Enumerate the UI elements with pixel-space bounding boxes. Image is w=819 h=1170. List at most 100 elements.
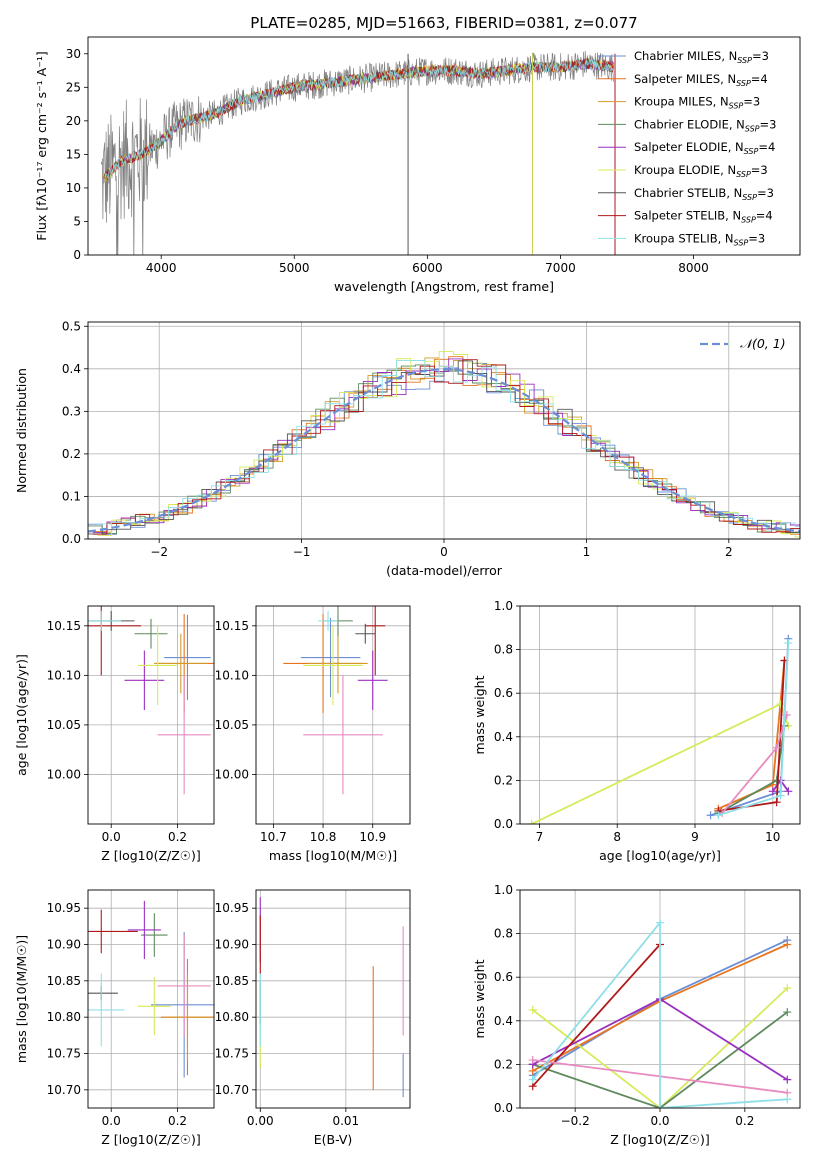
axes-frame [87,321,801,540]
x-tick-label: 0 [440,545,448,559]
y-tick-label: 10.15 [47,619,81,633]
massweight-point [706,811,715,820]
x-tick-label: 7 [536,830,544,844]
x-axis-label: E(B-V) [314,1132,353,1147]
massweight-point [784,787,793,796]
massweight-point [528,1056,537,1065]
legend-label: Salpeter STELIB, NSSP=4 [634,209,773,225]
legend-label: Kroupa MILES, NSSP=3 [634,95,760,111]
massweight-point [776,791,785,800]
y-axis-label: Flux [fλ10⁻¹⁷ erg cm⁻² s⁻¹ A⁻¹] [34,51,49,240]
massweight-point [528,1005,537,1014]
y-tick-label: 15 [66,147,81,161]
panel-spectrum: 4000 5000 6000 7000 8000 0 5 10 15 20 25 30 waveleng… [34,36,801,294]
panel-age-vs-Z: 0.0 0.2 10.00 10.05 10.10 10.15 Z [log10(Z/Z☉)… [14,605,215,863]
x-tick-label: 8 [613,830,621,844]
residual-histogram [97,360,800,531]
y-tick-label: 10.00 [47,767,81,781]
axes-frame [87,605,215,825]
legend-label: Salpeter ELODIE, NSSP=4 [634,140,775,156]
massweight-point [772,743,781,752]
y-tick-label: 0.6 [494,970,513,984]
massweight-line [532,920,788,1108]
panels: 4000 5000 6000 7000 8000051015202530waveleng… [14,36,801,1147]
y-tick-label: 10.70 [47,1083,81,1097]
y-tick-label: 0.0 [494,1101,513,1115]
axes-frame [255,605,411,825]
y-axis-label: mass weight [472,959,487,1038]
y-tick-label: 10.80 [215,1010,249,1024]
plot-area-mass-vs-EBV [259,897,404,1098]
y-tick-label: 0 [73,248,81,262]
axes-frame [87,889,215,1109]
normal-reference-curve [88,368,800,533]
x-tick-label: 5000 [279,261,310,275]
x-tick-label: 10.9 [359,830,386,844]
legend-label: Kroupa ELODIE, NSSP=3 [634,163,768,179]
x-tick-label: 1 [583,545,591,559]
panel-mass-vs-EBV: 0.00 0.01 10.70 10.75 10.80 10.85 10.90 10.95 E(… [215,889,411,1147]
massweight-point [714,811,723,820]
massweight-point [768,787,777,796]
x-axis-label: Z [log10(Z/Z☉)] [101,1132,201,1147]
y-tick-label: 0.2 [62,447,81,461]
x-axis-label: (data-model)/error [386,563,503,578]
plot-area-spectrum [100,50,616,255]
legend-label: Salpeter MILES, NSSP=4 [634,72,768,88]
massweight-point [772,798,781,807]
x-tick-label: 9 [691,830,699,844]
legend-label: Chabrier MILES, NSSP=3 [634,49,769,65]
y-tick-label: 0.4 [494,1014,513,1028]
y-tick-label: 30 [66,47,81,61]
x-tick-label: 10.7 [260,830,287,844]
y-tick-label: 10.85 [215,974,249,988]
y-tick-label: 0.0 [494,817,513,831]
axes-frame [519,889,801,1109]
y-tick-label: 10.75 [47,1047,81,1061]
x-tick-label: −1 [293,545,311,559]
y-tick-label: 0.2 [494,1057,513,1071]
y-tick-label: 10.75 [215,1047,249,1061]
x-axis-label: wavelength [Angstrom, rest frame] [334,279,554,294]
massweight-point [528,1075,537,1084]
x-tick-label: 0.01 [332,1114,359,1128]
massweight-point [783,1095,792,1104]
plot-area-massweight-vs-Z [528,918,792,1108]
x-axis-label: Z [log10(Z/Z☉)] [101,848,201,863]
x-axis-label: age [log10(age/yr)] [599,848,721,863]
y-tick-label: 10.80 [47,1010,81,1024]
legend-label: Chabrier STELIB, NSSP=3 [634,186,774,202]
y-tick-label: 0.2 [494,773,513,787]
x-tick-label: 0.0 [102,1114,121,1128]
plot-area-age-vs-mass [283,606,388,795]
spectrum-model-line [104,58,614,183]
y-tick-label: 10.05 [215,718,249,732]
y-tick-label: 10.15 [215,619,249,633]
x-tick-label: 10 [765,830,780,844]
legend-label: Kroupa STELIB, NSSP=3 [634,231,765,247]
massweight-point [656,918,664,927]
y-tick-label: 0.4 [494,730,513,744]
massweight-point [783,940,792,949]
panel-massweight-vs-age: 7 8 9 10 0.0 0.2 0.4 0.6 0.8 1.0 age [log10(age/yr… [472,599,801,863]
x-axis-label: Z [log10(Z/Z☉)] [610,1132,710,1147]
x-tick-label: 8000 [678,261,709,275]
x-tick-label: 0.2 [168,1114,187,1128]
plot-area-massweight-vs-age [527,634,793,824]
x-tick-label: 0.0 [650,1114,669,1128]
panel-massweight-vs-Z: −0.2 0.0 0.2 0.0 0.2 0.4 0.6 0.8 1.0 Z [log10(Z/Z… [472,883,801,1147]
massweight-line [532,943,661,1087]
massweight-point [776,700,785,709]
x-tick-label: 4000 [146,261,177,275]
spectrum-data-line [100,50,614,255]
y-tick-label: 10.10 [47,668,81,682]
y-tick-label: 25 [66,80,81,94]
legend-label: 𝒩(0, 1) [740,336,786,351]
y-tick-label: 5 [73,214,81,228]
panel-residuals: −2 −1 0 1 2 0.0 0.1 0.2 0.3 0.4 0.5 (data-model)/er… [14,319,801,578]
y-tick-label: 0.0 [62,532,81,546]
x-tick-label: 2 [725,545,733,559]
y-axis-label: mass weight [472,675,487,754]
y-tick-label: 10 [66,181,81,195]
x-tick-label: 0.0 [102,830,121,844]
